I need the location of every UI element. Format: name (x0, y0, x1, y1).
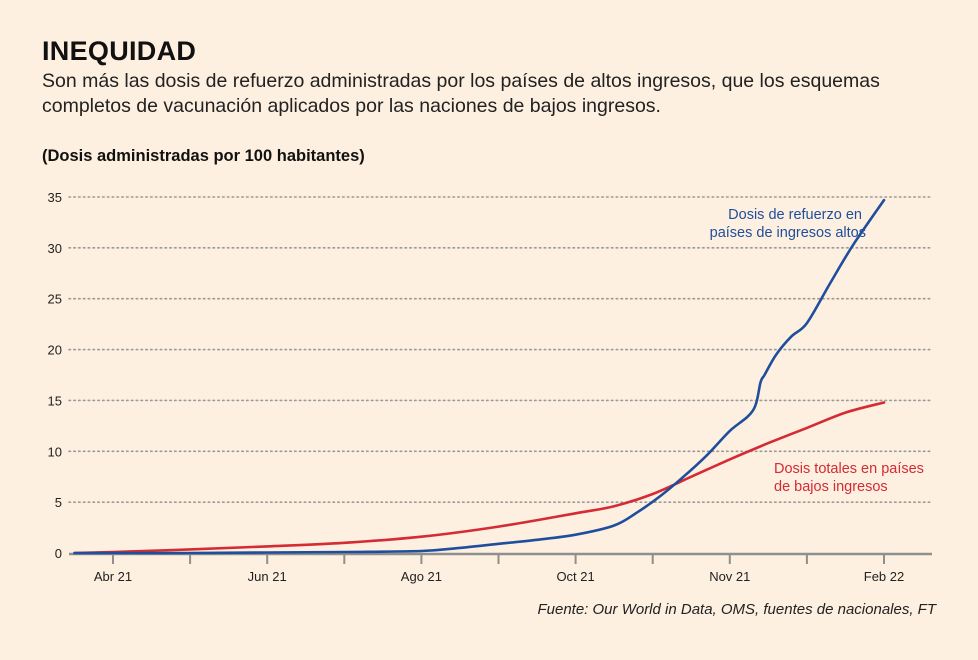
annotation-low-income-line-2: de bajos ingresos (774, 479, 888, 495)
series-lines (73, 198, 886, 555)
source-note: Fuente: Our World in Data, OMS, fuentes … (537, 601, 936, 618)
chart-title: INEQUIDAD (42, 36, 197, 66)
series-line-high-income (73, 198, 886, 555)
y-tick-label: 35 (48, 190, 62, 205)
series-annotations: Dosis de refuerzo en países de ingresos … (710, 207, 928, 495)
x-tick-label: Oct 21 (556, 569, 594, 584)
chart-subtitle: Son más las dosis de refuerzo administra… (42, 70, 880, 117)
series-line-low-income (73, 401, 886, 555)
y-tick-label: 20 (48, 343, 62, 358)
x-tick-label: Jun 21 (248, 569, 287, 584)
annotation-high-income-line-2: países de ingresos altos (710, 225, 866, 241)
y-tick-label: 25 (48, 292, 62, 307)
x-axis: Abr 21 Jun 21 Ago 21 Oct 21 Nov 21 Feb 22 (69, 552, 932, 584)
y-tick-label: 15 (48, 393, 62, 408)
annotation-high-income: Dosis de refuerzo en países de ingresos … (710, 207, 866, 241)
y-tick-label: 30 (48, 241, 62, 256)
y-tick-label: 5 (55, 495, 62, 510)
x-tick-label: Feb 22 (864, 569, 904, 584)
annotation-low-income-line-1: Dosis totales en países (774, 461, 924, 477)
x-tick-label: Ago 21 (401, 569, 442, 584)
y-axis-ticks: 0 5 10 15 20 25 30 35 (48, 190, 62, 561)
x-tick-label: Abr 21 (94, 569, 132, 584)
gridlines (68, 196, 933, 503)
y-tick-label: 0 (55, 546, 62, 561)
annotation-high-income-line-1: Dosis de refuerzo en (728, 207, 862, 223)
annotation-low-income: Dosis totales en países de bajos ingreso… (774, 461, 928, 495)
x-tick-label: Nov 21 (709, 569, 750, 584)
y-tick-label: 10 (48, 444, 62, 459)
y-axis-unit-label: (Dosis administradas por 100 habitantes) (42, 147, 365, 165)
